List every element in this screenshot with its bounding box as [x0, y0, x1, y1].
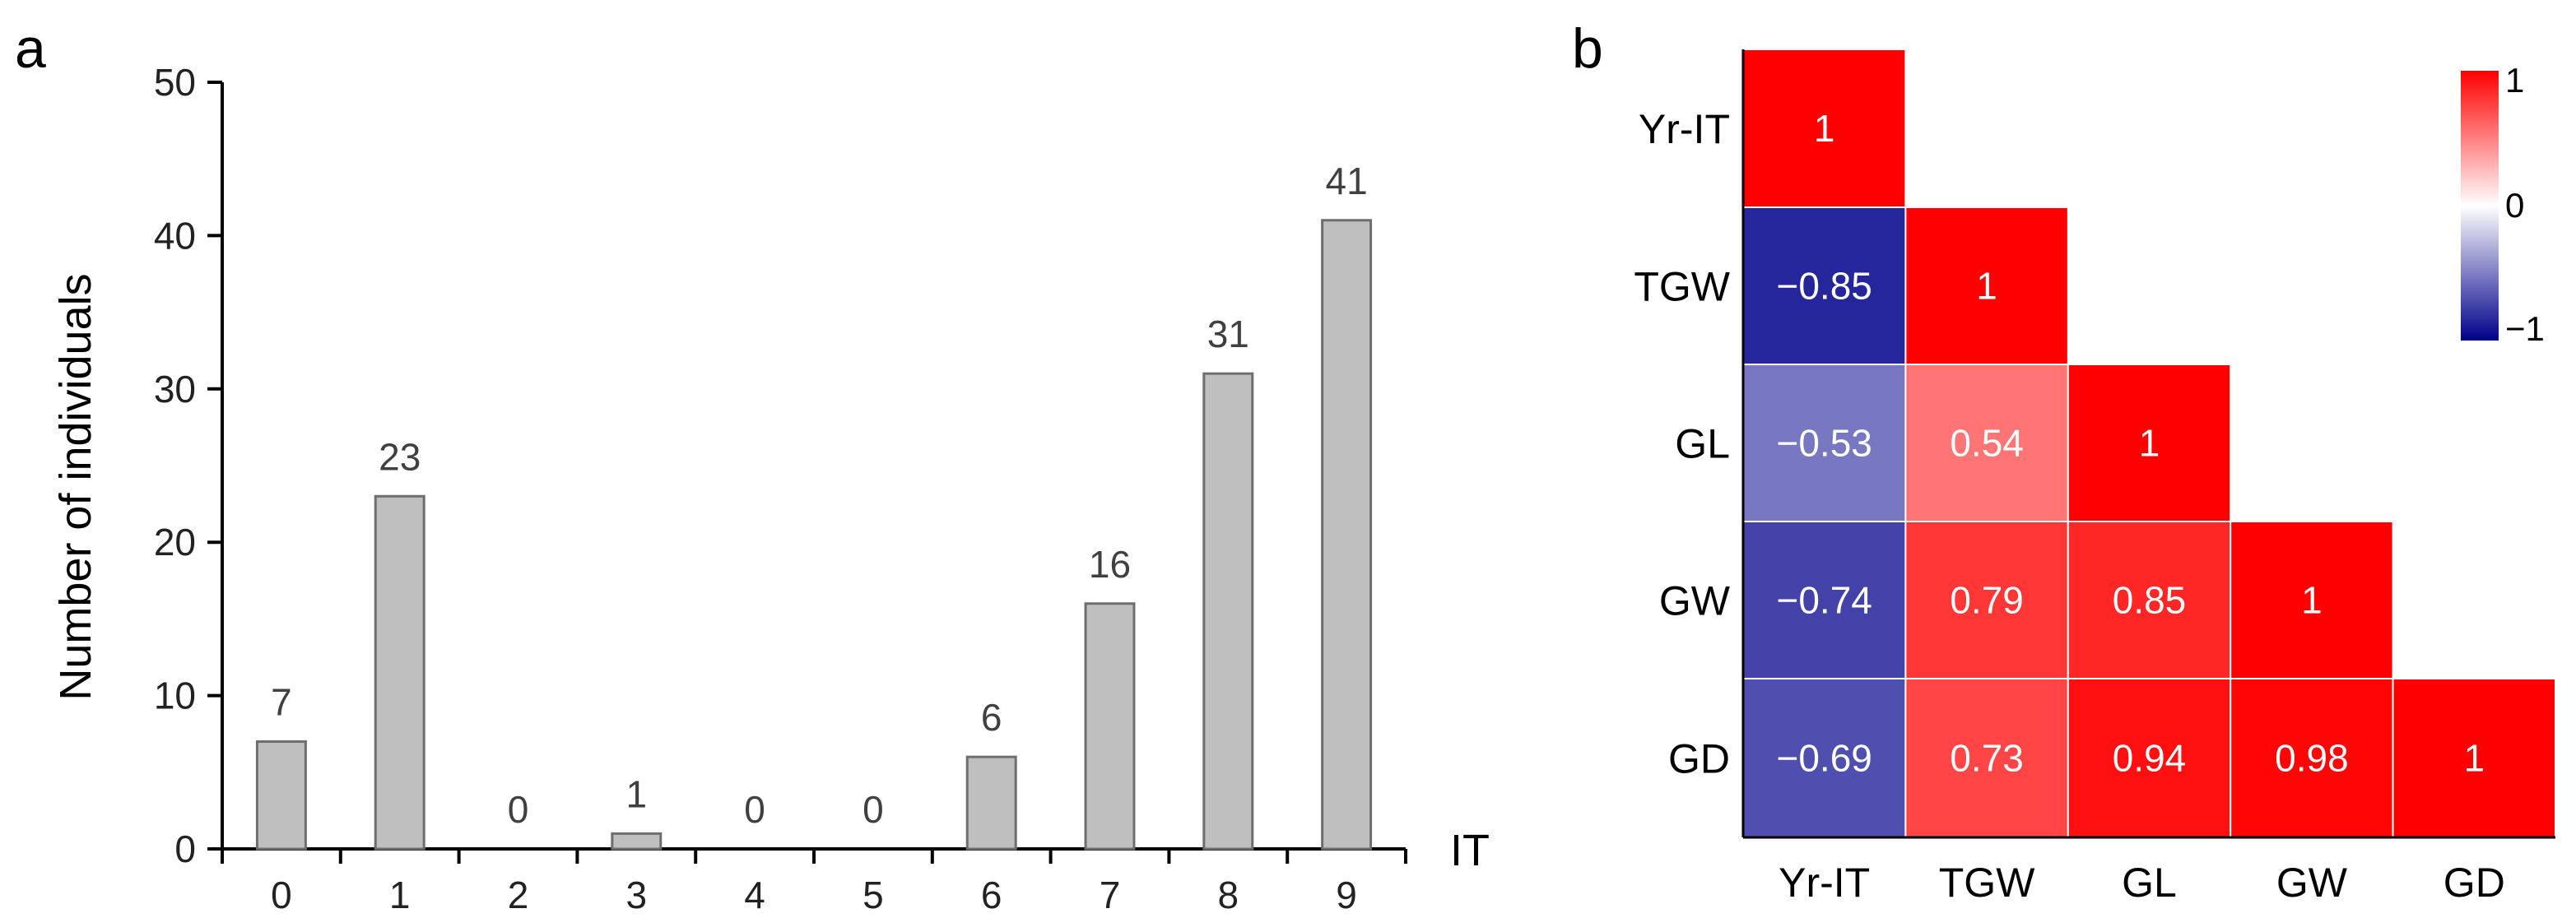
x-axis-title: IT: [1450, 826, 1490, 875]
bar-6: [967, 757, 1016, 849]
bar-value-label-0: 7: [271, 681, 292, 724]
heatmap-cell-label: 1: [2464, 737, 2485, 780]
heatmap-cell-label: 1: [2301, 579, 2323, 622]
y-tick-label: 30: [154, 368, 196, 410]
bar-value-label-6: 6: [981, 696, 1002, 739]
heatmap-cell-label: 0.73: [1950, 737, 2024, 780]
y-tick-label: 40: [154, 214, 196, 257]
colorbar-gradient: [2461, 71, 2499, 341]
bar-0: [257, 742, 305, 849]
heatmap-cell-label: 0.98: [2275, 737, 2349, 780]
y-tick-label: 0: [174, 828, 196, 870]
x-tick-label-9: 9: [1336, 874, 1357, 916]
heatmap-column-label-TGW: TGW: [1939, 860, 2035, 906]
bar-value-label-8: 31: [1207, 313, 1249, 355]
heatmap-cell-label: −0.74: [1776, 579, 1872, 622]
heatmap-cell-label: −0.85: [1776, 265, 1872, 308]
x-tick-label-2: 2: [508, 874, 529, 916]
x-tick-label-5: 5: [863, 874, 884, 916]
bar-1: [375, 496, 424, 849]
heatmap-cell-label: −0.53: [1776, 422, 1872, 465]
bar-value-label-2: 0: [508, 788, 529, 831]
heatmap-column-label-GW: GW: [2276, 860, 2348, 906]
heatmap-row-label-GW: GW: [1659, 578, 1731, 624]
colorbar-labels: 1 0 −1: [2505, 61, 2545, 348]
heatmap-cell-label: 0.85: [2113, 579, 2187, 622]
y-tick-label: 20: [154, 521, 196, 563]
x-tick-label-0: 0: [271, 874, 292, 916]
bars: 7 23 0 1 0 0 6 16 31 41: [257, 160, 1370, 849]
y-ticks: 0 10 20 30 40 50: [154, 61, 222, 870]
colorbar-tick-label: −1: [2505, 309, 2545, 348]
heatmap-cell-label: −0.69: [1776, 737, 1872, 780]
x-tick-label-8: 8: [1218, 874, 1239, 916]
bar-7: [1086, 604, 1134, 849]
heatmap-column-label-Yr-IT: Yr-IT: [1779, 860, 1870, 906]
panel-letter-b: b: [1572, 17, 1603, 80]
x-tick-label-6: 6: [981, 874, 1002, 916]
heatmap-row-label-GD: GD: [1668, 736, 1730, 782]
bar-8: [1204, 373, 1253, 849]
heatmap-cells: 1 −0.85 1 −0.53 0.54 1 −0.74 0.79 0.85 1 −0.69 0.73…: [1743, 49, 2555, 837]
heatmap-column-label-GD: GD: [2443, 860, 2505, 906]
x-tick-label-1: 1: [389, 874, 411, 916]
x-ticks: 0 1 2 3 4 5 6 7 8 9: [222, 849, 1406, 916]
colorbar-tick-label: 0: [2505, 186, 2524, 225]
heatmap-row-label-Yr-IT: Yr-IT: [1639, 106, 1730, 152]
bar-3: [612, 833, 661, 849]
colorbar-tick-label: 1: [2505, 61, 2524, 100]
y-tick-label: 50: [154, 61, 196, 104]
bar-9: [1323, 220, 1371, 849]
bar-value-label-5: 0: [863, 788, 884, 831]
bar-value-label-7: 16: [1089, 543, 1131, 586]
panel-letter-a: a: [15, 17, 46, 80]
x-tick-label-3: 3: [626, 874, 648, 916]
heatmap-cell-label: 1: [2139, 422, 2160, 465]
heatmap-cell-label: 1: [1976, 265, 1997, 308]
heatmap-column-labels: Yr-IT TGW GL GW GD: [1779, 860, 2505, 906]
bar-value-label-1: 23: [379, 435, 421, 478]
bar-value-label-9: 41: [1326, 160, 1368, 202]
figure: a Number of individuals 01020304050 7230…: [0, 0, 2576, 918]
bar-value-label-3: 1: [626, 772, 648, 815]
heatmap-cell-label: 1: [1814, 107, 1835, 150]
heatmap-column-label-GL: GL: [2122, 860, 2177, 906]
heatmap-cell-label: 0.94: [2113, 737, 2187, 780]
x-tick-label-7: 7: [1100, 874, 1121, 916]
y-axis-title: Number of individuals: [51, 273, 100, 700]
bar-value-label-4: 0: [744, 788, 765, 831]
heatmap-row-label-TGW: TGW: [1634, 264, 1730, 310]
y-tick-label: 10: [154, 675, 196, 717]
panel-b-heatmap: b 1 −0.85 1 −0.53 0.54 1 −0.74 0.79 0.85 1 −0.69 0.…: [1572, 17, 2555, 906]
colorbar: 1 0 −1: [2461, 61, 2545, 348]
heatmap-cell-label: 0.79: [1950, 579, 2024, 622]
x-tick-label-4: 4: [744, 874, 765, 916]
heatmap-row-label-GL: GL: [1675, 421, 1730, 467]
heatmap-row-labels: Yr-IT TGW GL GW GD: [1634, 106, 1730, 782]
heatmap-cell-label: 0.54: [1950, 422, 2024, 465]
